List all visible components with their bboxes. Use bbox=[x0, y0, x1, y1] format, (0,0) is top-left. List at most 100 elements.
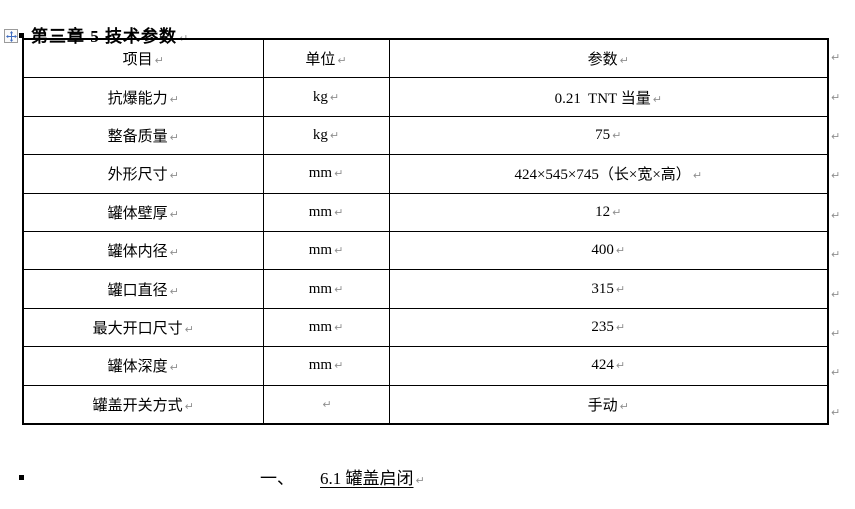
end-of-row-marks: ↵ ↵ ↵ ↵ ↵ ↵ ↵ ↵ ↵ ↵ bbox=[831, 38, 840, 432]
table-row: 罐体内径 ↵ mm ↵ 400 ↵ bbox=[22, 230, 829, 271]
cell-value[interactable]: 424×545×745（长×宽×高） ↵ bbox=[388, 154, 829, 194]
footer-heading-line[interactable]: 一、 6.1 罐盖启闭 ↵ bbox=[2, 444, 425, 509]
row-end-mark-icon: ↵ bbox=[831, 366, 841, 380]
cell-mark-icon: ↵ bbox=[615, 282, 626, 296]
cell-text: 400 bbox=[591, 242, 614, 259]
cell-text: mm bbox=[308, 318, 333, 335]
cell-unit[interactable]: kg ↵ bbox=[262, 77, 390, 117]
cell-text: 罐口直径 bbox=[107, 282, 168, 299]
cell-text: kg bbox=[312, 126, 328, 143]
cell-text: 罐体壁厚 bbox=[107, 205, 168, 222]
cell-item[interactable]: 最大开口尺寸 ↵ bbox=[22, 307, 264, 348]
table-row: 罐盖开关方式 ↵ ↵ 手动 ↵ bbox=[22, 384, 829, 425]
header-cell-value[interactable]: 参数 ↵ bbox=[388, 38, 829, 79]
cell-mark-icon: ↵ bbox=[169, 207, 179, 221]
cell-item[interactable]: 罐体壁厚 ↵ bbox=[22, 192, 264, 232]
list-bullet-icon bbox=[19, 475, 24, 480]
cell-mark-icon: ↵ bbox=[612, 128, 622, 142]
cell-mark-icon: ↵ bbox=[169, 92, 179, 106]
cell-unit[interactable]: mm ↵ bbox=[262, 346, 390, 386]
table-row: 外形尺寸 ↵ mm ↵ 424×545×745（长×宽×高） ↵ bbox=[22, 154, 829, 194]
cell-text: 外形尺寸 bbox=[107, 167, 168, 184]
cell-mark-icon: ↵ bbox=[334, 167, 344, 181]
cell-item[interactable]: 罐盖开关方式 ↵ bbox=[22, 384, 264, 425]
cell-value[interactable]: 235 ↵ bbox=[388, 307, 829, 348]
cell-unit[interactable]: kg ↵ bbox=[262, 115, 390, 156]
cell-value[interactable]: 0.21 TNT 当量 ↵ bbox=[388, 77, 829, 117]
cell-mark-icon: ↵ bbox=[184, 399, 194, 413]
cell-item[interactable]: 罐口直径 ↵ bbox=[22, 269, 264, 309]
cell-item[interactable]: 外形尺寸 ↵ bbox=[22, 154, 264, 194]
cell-mark-icon: ↵ bbox=[154, 54, 164, 68]
cell-mark-icon: ↵ bbox=[615, 244, 626, 258]
cell-mark-icon: ↵ bbox=[169, 284, 179, 298]
cell-mark-icon: ↵ bbox=[184, 322, 194, 336]
cell-unit[interactable]: mm ↵ bbox=[262, 192, 390, 232]
cell-value[interactable]: 315 ↵ bbox=[388, 269, 829, 309]
table-row: 罐体壁厚 ↵ mm ↵ 12 ↵ bbox=[22, 192, 829, 232]
cell-value[interactable]: 手动 ↵ bbox=[388, 384, 829, 425]
cell-text: 235 bbox=[591, 318, 614, 335]
paragraph-mark-icon: ↵ bbox=[415, 474, 425, 487]
cell-text: 0.21 TNT 当量 bbox=[554, 90, 651, 107]
cell-mark-icon: ↵ bbox=[169, 130, 179, 144]
cell-unit[interactable]: mm ↵ bbox=[262, 154, 390, 194]
table-move-handle[interactable] bbox=[4, 29, 18, 43]
cell-unit[interactable]: ↵ bbox=[262, 384, 390, 425]
row-end-mark-icon: ↵ bbox=[831, 405, 841, 419]
row-end-mark-icon: ↵ bbox=[831, 248, 841, 262]
cell-text: 12 bbox=[595, 203, 611, 220]
list-bullet-icon bbox=[19, 33, 24, 38]
cell-text: 424×545×745（长×宽×高） bbox=[514, 167, 691, 184]
header-cell-unit[interactable]: 单位 ↵ bbox=[262, 38, 390, 79]
cell-mark-icon: ↵ bbox=[169, 169, 179, 183]
header-unit-text: 单位 bbox=[305, 52, 336, 69]
row-end-mark-icon: ↵ bbox=[831, 51, 841, 65]
header-value-text: 参数 bbox=[587, 52, 618, 69]
cell-item[interactable]: 抗爆能力 ↵ bbox=[22, 77, 264, 117]
row-end-mark-icon: ↵ bbox=[831, 287, 841, 301]
cell-mark-icon: ↵ bbox=[169, 246, 179, 260]
cell-mark-icon: ↵ bbox=[329, 90, 340, 104]
cell-text: mm bbox=[308, 203, 333, 220]
cell-text: kg bbox=[312, 88, 328, 105]
cell-text: 整备质量 bbox=[107, 128, 168, 145]
cell-text: 抗爆能力 bbox=[107, 90, 168, 107]
cell-mark-icon: ↵ bbox=[329, 128, 340, 142]
cell-text: 罐体深度 bbox=[107, 359, 168, 376]
footer-heading-text: 6.1 罐盖启闭 bbox=[320, 469, 414, 488]
cell-item[interactable]: 罐体深度 ↵ bbox=[22, 346, 264, 386]
cell-text: mm bbox=[308, 357, 333, 374]
cell-mark-icon: ↵ bbox=[322, 397, 332, 411]
cell-text: 手动 bbox=[587, 397, 618, 414]
cell-unit[interactable]: mm ↵ bbox=[262, 230, 390, 271]
cell-mark-icon: ↵ bbox=[334, 320, 344, 334]
cell-mark-icon: ↵ bbox=[652, 92, 662, 106]
cell-mark-icon: ↵ bbox=[615, 359, 626, 373]
cell-text: 罐盖开关方式 bbox=[92, 397, 183, 414]
table-row: 最大开口尺寸 ↵ mm ↵ 235 ↵ bbox=[22, 307, 829, 348]
footer-number: 一、 bbox=[260, 469, 294, 488]
cell-value[interactable]: 75 ↵ bbox=[388, 115, 829, 156]
cell-value[interactable]: 400 ↵ bbox=[388, 230, 829, 271]
cell-mark-icon: ↵ bbox=[615, 320, 626, 334]
cell-value[interactable]: 12 ↵ bbox=[388, 192, 829, 232]
table-row: 罐口直径 ↵ mm ↵ 315 ↵ bbox=[22, 269, 829, 309]
cell-text: 最大开口尺寸 bbox=[92, 320, 183, 337]
table-header-row: 项目 ↵ 单位 ↵ 参数 ↵ bbox=[22, 38, 829, 79]
cell-unit[interactable]: mm ↵ bbox=[262, 269, 390, 309]
header-cell-item[interactable]: 项目 ↵ bbox=[22, 38, 264, 79]
row-end-mark-icon: ↵ bbox=[831, 129, 841, 143]
cell-mark-icon: ↵ bbox=[169, 361, 179, 375]
cell-value[interactable]: 424 ↵ bbox=[388, 346, 829, 386]
cell-item[interactable]: 罐体内径 ↵ bbox=[22, 230, 264, 271]
cell-text: mm bbox=[308, 242, 333, 259]
table-row: 整备质量 ↵ kg ↵ 75 ↵ bbox=[22, 115, 829, 156]
row-end-mark-icon: ↵ bbox=[831, 326, 841, 340]
cell-text: 424 bbox=[591, 357, 614, 374]
header-item-text: 项目 bbox=[122, 52, 153, 69]
cell-item[interactable]: 整备质量 ↵ bbox=[22, 115, 264, 156]
row-end-mark-icon: ↵ bbox=[831, 208, 841, 222]
cell-mark-icon: ↵ bbox=[619, 54, 629, 68]
cell-unit[interactable]: mm ↵ bbox=[262, 307, 390, 348]
